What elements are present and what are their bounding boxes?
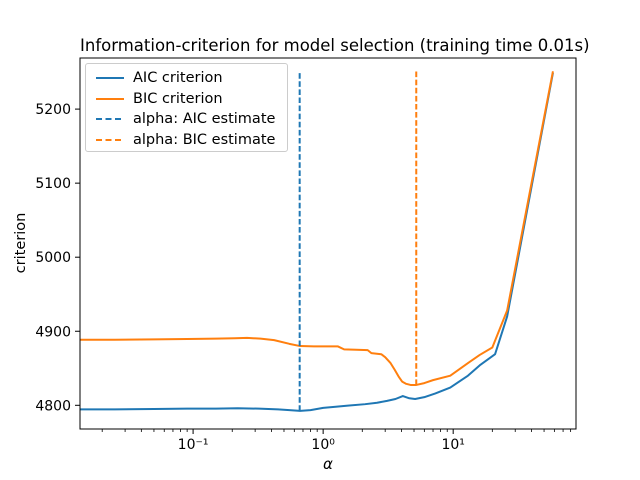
y-tick-label: 5000	[35, 250, 71, 266]
chart-title: Information-criterion for model selectio…	[80, 36, 590, 55]
legend-label: alpha: AIC estimate	[133, 111, 276, 128]
legend-label: alpha: BIC estimate	[133, 131, 276, 148]
axes-spines	[79, 57, 577, 430]
x-tick-label: 10¹	[441, 437, 464, 453]
y-axis-label: criterion	[13, 212, 29, 274]
legend-entry: AIC criterion	[86, 68, 287, 89]
x-tick-label: 10⁻¹	[178, 437, 209, 453]
legend: AIC criterion BIC criterion alpha: AIC est…	[85, 63, 288, 152]
legend-entry: BIC criterion	[86, 89, 287, 110]
y-tick-label: 4800	[35, 398, 71, 414]
legend-label: BIC criterion	[133, 90, 223, 107]
legend-entry: alpha: AIC estimate	[86, 109, 287, 130]
dashed-line-sample	[96, 118, 124, 121]
legend-label: AIC criterion	[133, 70, 223, 87]
solid-line-sample	[96, 77, 124, 80]
y-tick-label: 5200	[35, 102, 71, 118]
solid-line-sample	[96, 97, 124, 100]
x-axis-label: α	[323, 455, 333, 473]
aic-criterion-line	[80, 72, 554, 412]
y-tick-label: 5100	[35, 176, 71, 192]
dashed-line-sample	[96, 138, 124, 141]
legend-entry: alpha: BIC estimate	[86, 130, 287, 151]
y-tick-label: 4900	[35, 324, 71, 340]
bic-criterion-line	[80, 71, 554, 386]
x-tick-label: 10⁰	[311, 437, 335, 453]
